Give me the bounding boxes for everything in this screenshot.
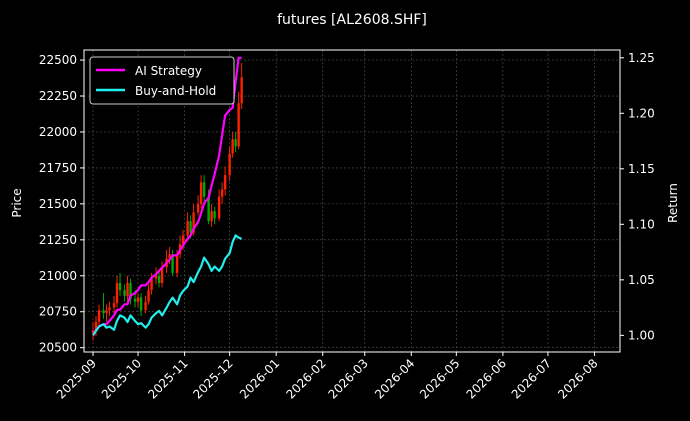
legend-label-buy-and-hold: Buy-and-Hold — [135, 84, 216, 98]
chart-title: futures [AL2608.SHF] — [277, 12, 427, 28]
candle-body — [91, 330, 95, 334]
candle-body — [220, 189, 224, 197]
candle-body — [175, 254, 179, 273]
legend-box — [89, 56, 235, 105]
y-left-tick-label: 21000 — [39, 269, 77, 283]
candle-body — [118, 282, 122, 291]
candle-body — [186, 221, 189, 236]
candle-body — [108, 307, 111, 311]
candle-body — [115, 282, 119, 304]
series-lines — [92, 56, 243, 336]
candle-body — [171, 254, 174, 273]
candle-body — [217, 196, 221, 219]
candle-body — [231, 139, 234, 154]
y-axis-left-title: Price — [10, 188, 24, 217]
y-left-tick-label: 22500 — [39, 53, 77, 67]
candle-body — [133, 298, 137, 302]
candle-body — [207, 196, 210, 222]
y-left-tick-label: 22000 — [39, 125, 77, 139]
y-left-tick-label: 20750 — [39, 305, 77, 319]
y-left-tick-label: 22250 — [39, 89, 77, 103]
y-right-tick-label: 1.05 — [628, 273, 655, 287]
candle-body — [234, 139, 237, 147]
candle-body — [144, 301, 147, 311]
candle-body — [157, 275, 161, 283]
candle-body — [199, 182, 203, 204]
candle-body — [160, 267, 164, 283]
legend: AI Strategy Buy-and-Hold — [89, 56, 235, 105]
candle-body — [139, 297, 143, 311]
candle-body — [97, 310, 101, 322]
candle-body — [210, 211, 213, 222]
candle-body — [102, 310, 105, 314]
candle-body — [126, 282, 129, 296]
candle-body — [240, 77, 243, 104]
candle-body — [147, 290, 150, 302]
candle-body — [196, 203, 200, 213]
candle-body — [181, 235, 185, 245]
y-left-tick-label: 21500 — [39, 197, 77, 211]
y-left-tick-label: 21750 — [39, 161, 77, 175]
candle-body — [123, 290, 126, 296]
candle-body — [94, 321, 98, 331]
y-axis-right-title: Return — [666, 183, 680, 223]
y-right-tick-label: 1.00 — [628, 328, 655, 342]
y-axis-left: 20500 20750 21000 21250 21500 21750 22000 22250… — [39, 53, 84, 355]
candle-body — [192, 212, 195, 233]
candle-body — [237, 103, 240, 147]
plot-frame — [83, 49, 621, 353]
candle-body — [189, 221, 192, 233]
y-right-tick-label: 1.15 — [628, 162, 655, 176]
candle-body — [228, 153, 231, 176]
candle-body — [136, 297, 140, 302]
candle-body — [213, 211, 216, 219]
y-axis-right: 1.00 1.05 1.10 1.15 1.20 1.25 — [620, 51, 655, 342]
series-line-buy-and-hold — [92, 234, 243, 336]
candle-body — [105, 310, 108, 314]
series-line-ai-strategy — [92, 56, 242, 336]
candle-body — [223, 175, 227, 190]
candle-body — [112, 303, 116, 308]
y-right-tick-label: 1.20 — [628, 106, 655, 120]
candle-body — [154, 275, 158, 279]
candle-body — [202, 182, 206, 197]
candle-body — [129, 282, 132, 299]
candle-body — [168, 254, 171, 259]
y-right-tick-label: 1.25 — [628, 51, 655, 65]
y-left-tick-label: 20500 — [39, 341, 77, 355]
candle-body — [150, 278, 153, 291]
legend-label-ai-strategy: AI Strategy — [135, 64, 202, 78]
y-right-tick-label: 1.10 — [628, 217, 655, 231]
y-left-tick-label: 21250 — [39, 233, 77, 247]
